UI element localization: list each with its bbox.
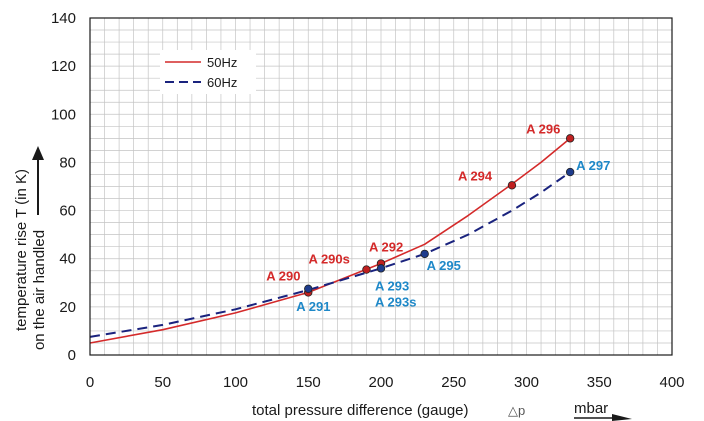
point-label: A 297 [576,158,610,173]
x-axis-label: total pressure difference (gauge) [252,402,469,419]
plot-series [89,137,571,344]
data-point-marker [420,249,429,259]
data-points [304,134,575,297]
y-tick-label: 120 [51,58,76,75]
x-tick-label: 350 [587,374,612,391]
y-tick-label: 140 [51,10,76,27]
point-label: A 296 [526,121,560,136]
legend-label-60hz: 60Hz [207,75,237,90]
x-tick-label: 250 [441,374,466,391]
data-point-marker [304,284,313,294]
x-axis-symbol: △p [508,403,525,418]
x-tick-label: 0 [86,374,94,391]
data-point-marker [376,264,386,273]
x-axis-unit: mbar [574,400,608,417]
y-axis-arrow-head [32,146,44,160]
x-tick-label: 50 [154,374,171,391]
point-label: A 290 [266,268,300,283]
data-point-marker [565,167,575,177]
x-tick-label: 100 [223,374,248,391]
legend-box [160,50,256,94]
x-axis-arrow-head [612,414,632,421]
point-label: A 294 [458,168,493,183]
y-axis-label-line2: on the air handled [31,230,48,350]
data-point-marker [362,265,371,274]
x-tick-label: 300 [514,374,539,391]
x-axis-title: total pressure difference (gauge) △p mba… [252,400,632,421]
point-label: A 295 [427,258,461,273]
data-point-marker [565,134,575,143]
y-tick-label: 100 [51,106,76,123]
y-tick-label: 20 [59,299,76,316]
x-tick-label: 150 [296,374,321,391]
y-tick-label: 80 [59,154,76,171]
point-label: A 290s [308,252,349,267]
legend: 50Hz 60Hz [160,50,256,94]
point-label: A 291 [296,299,330,314]
y-axis-title: temperature rise T (in K) on the air han… [13,146,48,350]
plot-frame [89,17,673,356]
y-tick-label: 60 [59,203,76,220]
legend-label-50hz: 50Hz [207,55,237,70]
x-tick-label: 200 [368,374,393,391]
tick-labels: 0 50 100 150 200 250 300 350 400 0 20 40 60 80 100 120 1… [51,10,685,391]
y-tick-label: 40 [59,251,76,268]
data-point-marker [507,181,517,190]
point-label: A 293s [375,294,416,309]
point-label: A 292 [369,240,403,255]
series-line-60hz [89,171,571,338]
series-line-50hz [89,137,571,344]
y-axis-label-line1: temperature rise T (in K) [13,169,30,331]
point-label: A 293 [375,278,409,293]
x-tick-label: 400 [659,374,684,391]
y-tick-label: 0 [68,347,76,364]
